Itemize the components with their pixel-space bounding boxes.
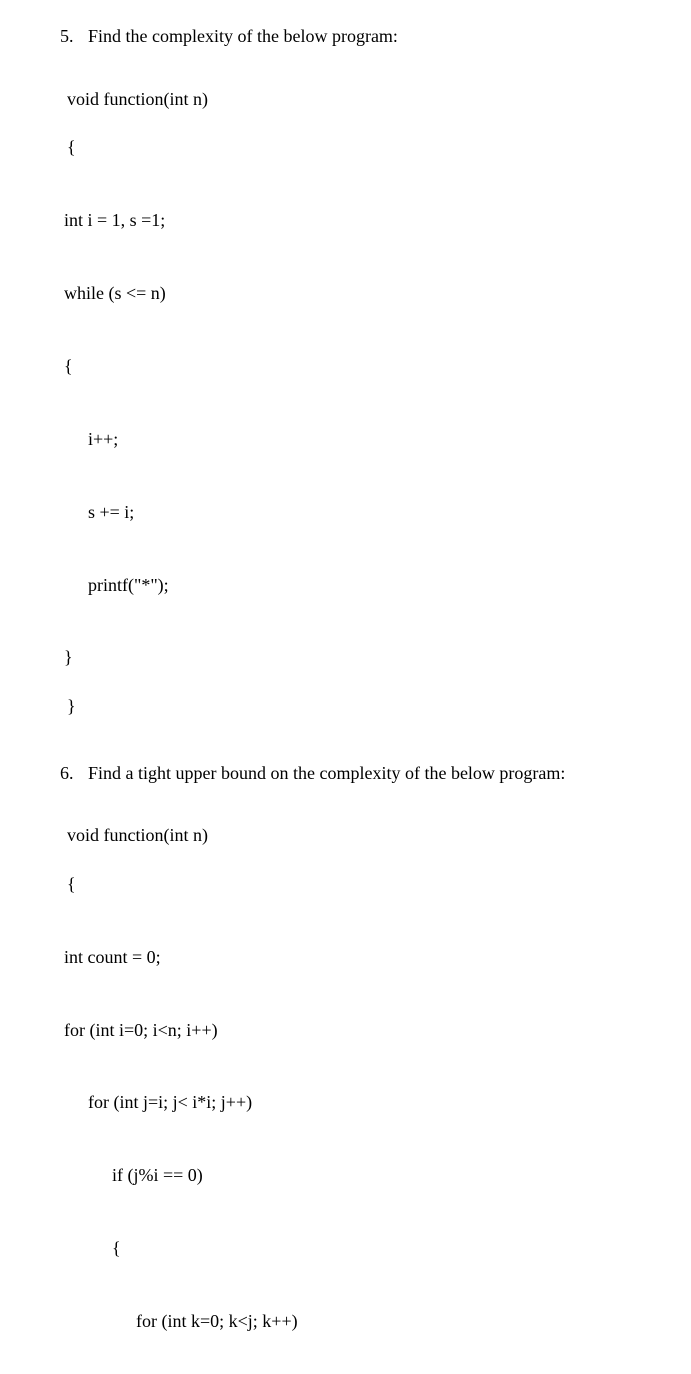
question-5-number: 5. [60, 24, 88, 48]
code-line: } [67, 696, 76, 716]
code-line: int i = 1, s =1; [40, 208, 671, 232]
question-5: 5. Find the complexity of the below prog… [20, 24, 671, 743]
question-5-code: void function(int n) { int i = 1, s =1; … [40, 62, 671, 742]
code-line: { [67, 874, 76, 894]
code-line: for (int k=0; k<j; k++) [40, 1309, 671, 1333]
question-6-code: void function(int n) { int count = 0; fo… [40, 799, 671, 1374]
question-6-prompt: Find a tight upper bound on the complexi… [88, 761, 565, 785]
question-6: 6. Find a tight upper bound on the compl… [20, 761, 671, 1374]
code-line: { [67, 137, 76, 157]
question-6-number: 6. [60, 761, 88, 785]
code-line: printf("*"); [40, 573, 671, 597]
code-line: int count = 0; [40, 945, 671, 969]
code-line: { [40, 354, 671, 378]
code-line: for (int i=0; i<n; i++) [40, 1018, 671, 1042]
code-line: i++; [40, 427, 671, 451]
code-line: if (j%i == 0) [40, 1163, 671, 1187]
page: 5. Find the complexity of the below prog… [0, 0, 691, 1374]
code-line: } [40, 645, 671, 669]
code-line: while (s <= n) [40, 281, 671, 305]
question-5-header: 5. Find the complexity of the below prog… [60, 24, 671, 48]
question-6-header: 6. Find a tight upper bound on the compl… [60, 761, 671, 785]
code-line: void function(int n) [67, 825, 208, 845]
question-5-prompt: Find the complexity of the below program… [88, 24, 398, 48]
code-line: { [40, 1236, 671, 1260]
code-line: s += i; [40, 500, 671, 524]
code-line: for (int j=i; j< i*i; j++) [40, 1090, 671, 1114]
code-line: void function(int n) [67, 89, 208, 109]
